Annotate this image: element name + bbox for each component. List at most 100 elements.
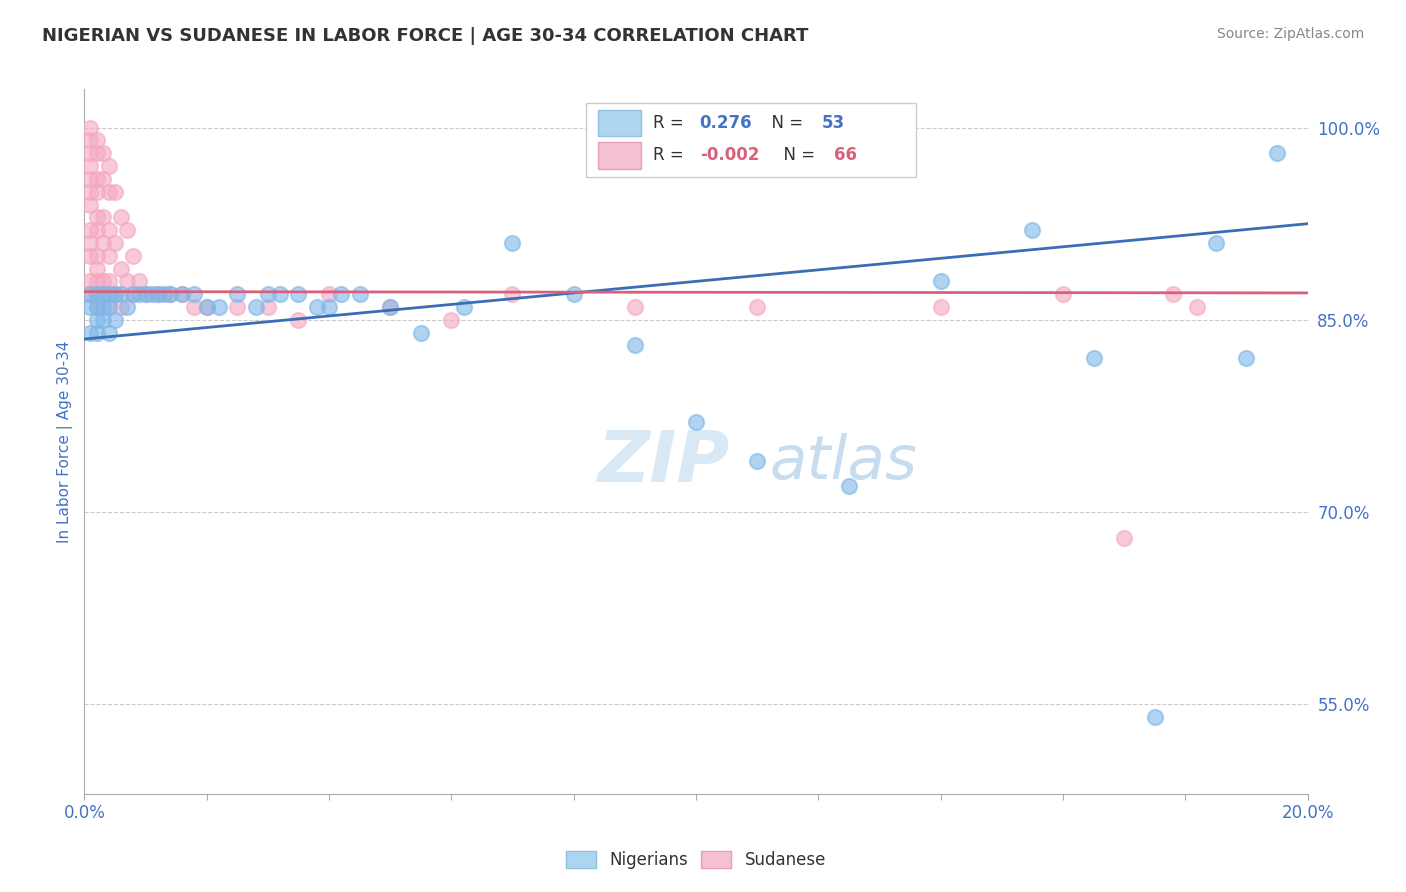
Point (86, 326, 108, 340)
Point (79, 274, 101, 288)
Point (146, 287, 169, 301)
Point (86, 146, 108, 161)
Point (104, 287, 127, 301)
Point (86, 211, 108, 225)
Point (380, 300, 402, 314)
Point (79, 326, 101, 340)
Point (79, 287, 101, 301)
Point (349, 287, 371, 301)
Point (172, 287, 194, 301)
Point (86, 261, 108, 276)
FancyBboxPatch shape (598, 110, 641, 136)
Point (562, 287, 585, 301)
Point (624, 300, 647, 314)
Point (104, 287, 127, 301)
Point (838, 479, 860, 493)
Point (257, 300, 280, 314)
Point (86, 274, 108, 288)
Text: -0.002: -0.002 (700, 146, 759, 164)
Point (135, 287, 157, 301)
Point (287, 287, 309, 301)
Point (330, 287, 353, 301)
Text: R =: R = (654, 146, 689, 164)
Text: atlas: atlas (769, 434, 917, 492)
Point (1143, 710, 1166, 724)
Point (747, 300, 769, 314)
Point (115, 274, 138, 288)
Point (86, 313, 108, 327)
Point (91, 287, 114, 301)
Point (159, 287, 181, 301)
Text: 53: 53 (823, 114, 845, 132)
Point (122, 287, 145, 301)
Point (747, 454, 769, 468)
Point (318, 300, 340, 314)
Point (79, 172, 101, 186)
FancyBboxPatch shape (586, 103, 917, 178)
Point (380, 300, 402, 314)
Text: Source: ZipAtlas.com: Source: ZipAtlas.com (1216, 27, 1364, 41)
Point (226, 287, 249, 301)
Point (305, 300, 328, 314)
Point (104, 185, 127, 199)
Legend: Nigerians, Sudanese: Nigerians, Sudanese (558, 842, 834, 877)
Point (1021, 223, 1043, 237)
Point (502, 287, 524, 301)
Point (97, 249, 120, 263)
Point (287, 313, 309, 327)
Point (79, 287, 101, 301)
Point (91, 274, 114, 288)
Point (91, 172, 114, 186)
Point (97, 300, 120, 314)
Point (91, 146, 114, 161)
Point (86, 185, 108, 199)
Point (79, 249, 101, 263)
Text: N =: N = (761, 114, 808, 132)
Point (97, 159, 120, 173)
Point (115, 223, 138, 237)
Point (110, 211, 132, 225)
Point (79, 185, 101, 199)
Point (269, 287, 291, 301)
Text: R =: R = (654, 114, 689, 132)
Point (453, 300, 475, 314)
Point (195, 300, 218, 314)
Point (226, 300, 249, 314)
Point (86, 249, 108, 263)
Point (172, 287, 194, 301)
Point (110, 261, 132, 276)
Point (929, 300, 952, 314)
Point (624, 338, 647, 352)
Point (502, 235, 524, 250)
Point (1052, 287, 1074, 301)
Point (318, 287, 340, 301)
Point (122, 249, 145, 263)
Point (128, 287, 150, 301)
Point (245, 300, 267, 314)
Text: NIGERIAN VS SUDANESE IN LABOR FORCE | AGE 30-34 CORRELATION CHART: NIGERIAN VS SUDANESE IN LABOR FORCE | AG… (42, 27, 808, 45)
Point (440, 313, 463, 327)
Point (97, 300, 120, 314)
Point (91, 235, 114, 250)
Point (1114, 531, 1136, 545)
Point (110, 287, 132, 301)
Point (97, 223, 120, 237)
Point (409, 326, 432, 340)
Point (91, 287, 114, 301)
Point (153, 287, 176, 301)
Point (183, 300, 205, 314)
Point (79, 235, 101, 250)
Point (135, 287, 157, 301)
Point (97, 287, 120, 301)
Point (1265, 146, 1288, 161)
Point (79, 133, 101, 147)
Point (1205, 235, 1227, 250)
Point (122, 287, 145, 301)
Point (86, 287, 108, 301)
Point (86, 287, 108, 301)
Point (195, 300, 218, 314)
Point (128, 274, 150, 288)
Point (110, 300, 132, 314)
Text: N =: N = (773, 146, 821, 164)
Point (104, 313, 127, 327)
